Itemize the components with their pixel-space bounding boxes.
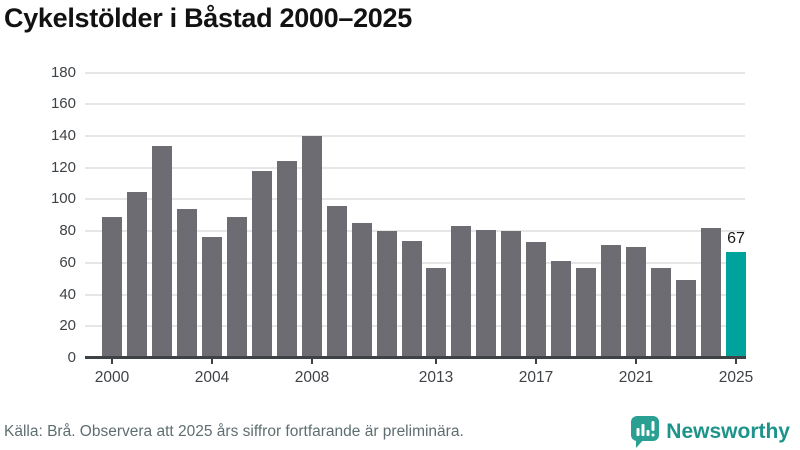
gridline-80 <box>85 230 745 232</box>
gridline-180 <box>85 72 745 74</box>
x-tick-mark-2013 <box>435 358 437 364</box>
bar-2022 <box>651 268 671 358</box>
newsworthy-logo-icon <box>631 416 660 448</box>
y-tick-label-40: 40 <box>59 286 76 303</box>
x-tick-mark-2017 <box>535 358 537 364</box>
bar-2011 <box>377 231 397 358</box>
y-tick-label-80: 80 <box>59 222 76 239</box>
bar-2005 <box>227 217 247 358</box>
newsworthy-wordmark: Newsworthy <box>666 420 790 443</box>
y-tick-label-100: 100 <box>50 190 76 207</box>
bar-2012 <box>402 241 422 358</box>
x-tick-mark-2008 <box>311 358 313 364</box>
bar-2009 <box>327 206 347 358</box>
y-tick-label-160: 160 <box>50 95 76 112</box>
bar-2019 <box>576 268 596 358</box>
source-note: Källa: Brå. Observera att 2025 års siffr… <box>4 423 464 440</box>
bar-2002 <box>152 146 172 358</box>
bar-2023 <box>676 280 696 358</box>
x-tick-label-2000: 2000 <box>94 369 130 386</box>
x-tick-mark-2021 <box>635 358 637 364</box>
bar-2004 <box>202 237 222 358</box>
bar-2001 <box>127 192 147 358</box>
bar-2014 <box>451 226 471 358</box>
bar-2008 <box>302 136 322 358</box>
y-tick-label-120: 120 <box>50 159 76 176</box>
chart-title: Cykelstölder i Båstad 2000–2025 <box>4 3 412 33</box>
x-tick-mark-2000 <box>111 358 113 364</box>
x-tick-mark-2004 <box>211 358 213 364</box>
x-tick-label-2025: 2025 <box>718 369 754 386</box>
bar-2016 <box>501 231 521 358</box>
bar-2024 <box>701 228 721 358</box>
bar-2003 <box>177 209 197 358</box>
y-tick-label-60: 60 <box>59 254 76 271</box>
x-tick-mark-2025 <box>735 358 737 364</box>
bar-2000 <box>102 217 122 358</box>
gridline-100 <box>85 198 745 200</box>
x-tick-label-2008: 2008 <box>294 369 330 386</box>
bar-2007 <box>277 161 297 358</box>
y-tick-label-140: 140 <box>50 127 76 144</box>
x-tick-label-2013: 2013 <box>418 369 454 386</box>
x-tick-label-2004: 2004 <box>194 369 230 386</box>
bar-2025 <box>726 252 746 358</box>
bar-2017 <box>526 242 546 358</box>
x-axis-line <box>85 356 746 359</box>
bar-2010 <box>352 223 372 358</box>
bar-2006 <box>252 171 272 358</box>
y-tick-label-0: 0 <box>67 349 76 366</box>
bar-2020 <box>601 245 621 358</box>
y-tick-label-20: 20 <box>59 317 76 334</box>
bar-2015 <box>476 230 496 358</box>
footer: Källa: Brå. Observera att 2025 års siffr… <box>0 414 800 450</box>
x-tick-label-2021: 2021 <box>618 369 654 386</box>
y-tick-label-180: 180 <box>50 64 76 81</box>
bar-2013 <box>426 268 446 358</box>
bar-2018 <box>551 261 571 358</box>
value-label-2025: 67 <box>727 230 745 247</box>
x-tick-label-2017: 2017 <box>518 369 554 386</box>
gridline-160 <box>85 103 745 105</box>
gridline-140 <box>85 135 745 137</box>
gridline-120 <box>85 167 745 169</box>
bar-2021 <box>626 247 646 358</box>
newsworthy-brand: Newsworthy <box>631 416 790 448</box>
